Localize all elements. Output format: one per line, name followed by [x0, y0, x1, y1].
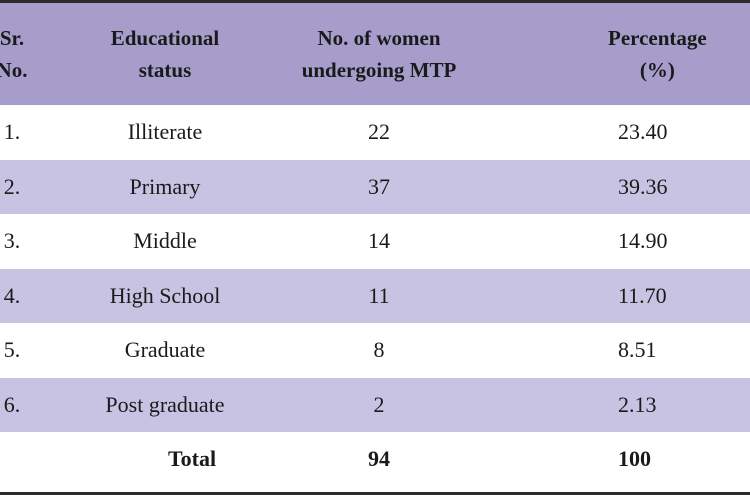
- total-label: Total: [168, 446, 217, 472]
- bottom-rule: [0, 492, 750, 495]
- header-sr-line1: Sr.: [0, 26, 25, 50]
- header-women-count: No. of women undergoing MTP: [282, 3, 476, 105]
- cell-percent: 8.51: [618, 337, 657, 363]
- cell-sr-empty: [0, 432, 48, 487]
- header-pct-line2: (%): [639, 58, 675, 82]
- cell-percent: 11.70: [618, 282, 667, 308]
- cell-percent: 23.40: [618, 119, 668, 145]
- header-sr-line2: No.: [0, 58, 28, 82]
- header-edu-line2: status: [138, 58, 192, 82]
- cell-percent: 39.36: [618, 173, 668, 199]
- cell-count: 2: [373, 391, 385, 417]
- total-percent: 100: [618, 446, 651, 472]
- header-edu-line1: Educational: [110, 26, 220, 50]
- education-mtp-table: Sr. No. Educational status No. of women …: [0, 3, 750, 487]
- header-educational-status: Educational status: [48, 3, 282, 105]
- table-row: 1. Illiterate 22 23.40: [0, 105, 750, 160]
- cell-sr: 3.: [3, 228, 21, 254]
- table-total-row: Total 94 100: [0, 432, 750, 487]
- cell-percent: 14.90: [618, 228, 668, 254]
- cell-status: Illiterate: [127, 119, 203, 145]
- top-rule: [0, 0, 750, 3]
- table-row: 2. Primary 37 39.36: [0, 159, 750, 214]
- header-pct-line1: Percentage: [608, 26, 707, 50]
- cell-sr: 6.: [3, 391, 21, 417]
- cell-sr: 2.: [3, 173, 21, 199]
- cell-count: 22: [368, 119, 390, 145]
- table-row: 5. Graduate 8 8.51: [0, 323, 750, 378]
- cell-status: Post graduate: [105, 391, 225, 417]
- table-row: 4. High School 11 11.70: [0, 268, 750, 323]
- table-row: 6. Post graduate 2 2.13: [0, 377, 750, 432]
- cell-sr: 1.: [3, 119, 21, 145]
- table-header-row: Sr. No. Educational status No. of women …: [0, 3, 750, 105]
- header-num-line1: No. of women: [317, 26, 441, 50]
- cell-status: Graduate: [124, 337, 206, 363]
- table-row: 3. Middle 14 14.90: [0, 214, 750, 269]
- header-sr-no: Sr. No.: [0, 3, 48, 105]
- cell-count: 14: [368, 228, 390, 254]
- cell-sr: 5.: [3, 337, 21, 363]
- header-num-line2: undergoing MTP: [301, 58, 457, 82]
- cell-sr: 4.: [3, 282, 21, 308]
- cell-status: High School: [109, 282, 221, 308]
- header-percentage: Percentage (%): [476, 3, 750, 105]
- cell-status: Primary: [129, 173, 201, 199]
- cell-status: Middle: [133, 228, 197, 254]
- cell-count: 8: [373, 337, 385, 363]
- cell-percent: 2.13: [618, 391, 657, 417]
- cell-count: 11: [368, 282, 390, 308]
- total-count: 94: [368, 446, 390, 472]
- cell-count: 37: [368, 173, 390, 199]
